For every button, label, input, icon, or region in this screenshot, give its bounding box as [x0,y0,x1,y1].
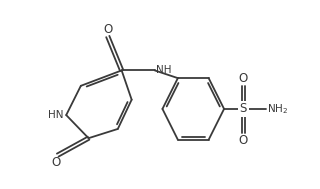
Text: O: O [52,156,61,169]
Text: HN: HN [48,110,63,120]
Text: NH: NH [156,65,171,75]
Text: S: S [240,102,247,115]
Text: O: O [239,72,248,85]
Text: O: O [103,23,112,36]
Text: NH$_2$: NH$_2$ [267,102,288,116]
Text: O: O [239,134,248,146]
